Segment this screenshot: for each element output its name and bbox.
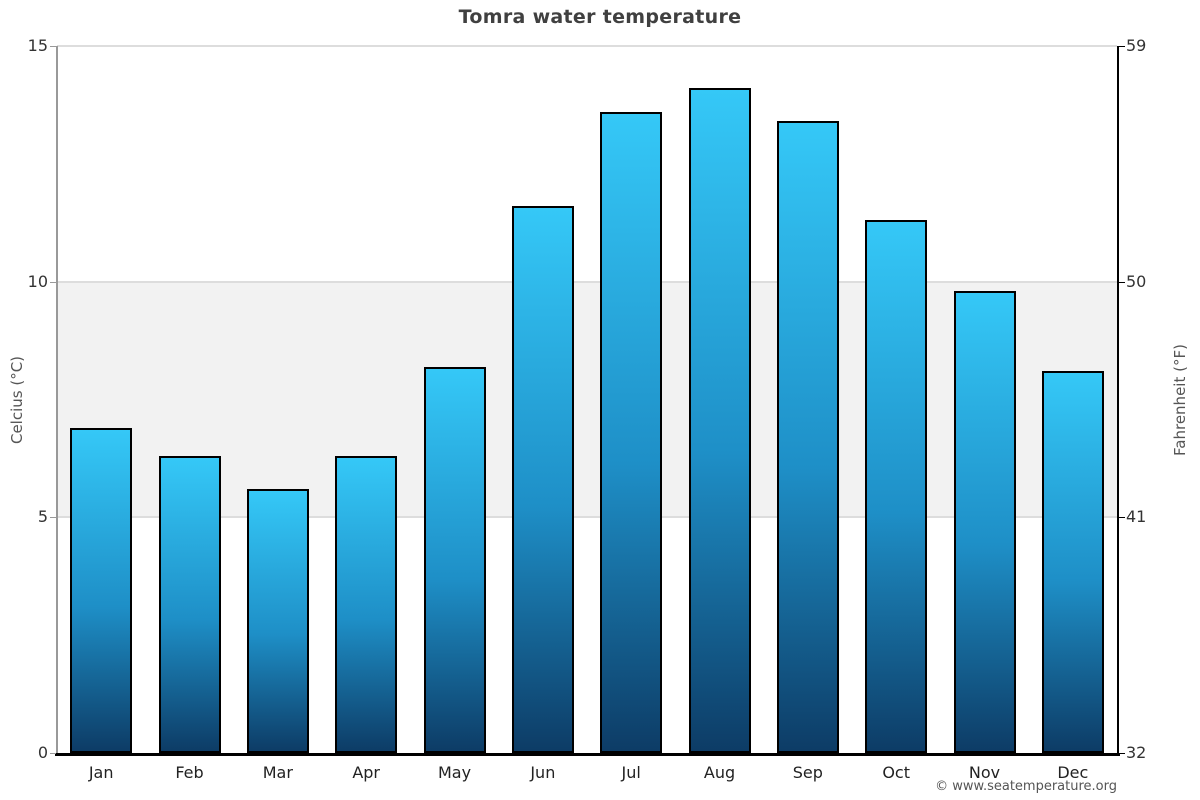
x-tick-mar: Mar: [262, 763, 293, 782]
bar-jan[interactable]: [70, 427, 133, 753]
bar-feb[interactable]: [158, 456, 221, 753]
left-tick-mark-5: [50, 517, 56, 519]
x-tick-nov: Nov: [968, 763, 1001, 782]
y-tick-left-10: 10: [27, 271, 48, 291]
x-tick-jan: Jan: [88, 763, 114, 782]
celsius-axis-title: Celcius (°C): [8, 355, 26, 445]
bar-dec[interactable]: [1041, 371, 1104, 753]
x-tick-aug: Aug: [703, 763, 736, 782]
x-tick-jul: Jul: [621, 763, 641, 782]
baseline: [55, 753, 1120, 756]
y-tick-right-41: 41: [1126, 507, 1147, 527]
right-tick-mark-50: [1119, 281, 1125, 283]
y-tick-left-5: 5: [37, 507, 48, 527]
bar-may[interactable]: [423, 366, 486, 753]
right-axis-line: [1117, 46, 1119, 756]
bar-jul[interactable]: [600, 111, 663, 753]
x-tick-oct: Oct: [882, 763, 910, 782]
x-tick-dec: Dec: [1057, 763, 1089, 782]
bar-sep[interactable]: [776, 121, 839, 753]
bar-aug[interactable]: [688, 88, 751, 753]
left-axis-line: [56, 46, 58, 753]
right-tick-mark-59: [1119, 46, 1125, 47]
bar-apr[interactable]: [335, 456, 398, 753]
gridline-15: [57, 45, 1117, 47]
plot-band: [57, 281, 1117, 518]
bar-nov[interactable]: [953, 291, 1016, 753]
y-tick-right-32: 32: [1126, 743, 1147, 762]
left-tick-mark-10: [50, 281, 56, 283]
x-tick-feb: Feb: [175, 763, 204, 782]
bar-oct[interactable]: [865, 220, 928, 753]
copyright-link[interactable]: © www.seatemperature.org: [935, 779, 1117, 794]
fahrenheit-axis-title: Fahrenheit (°F): [1171, 344, 1189, 456]
right-tick-mark-32: [1119, 753, 1125, 754]
left-tick-mark-0: [50, 753, 56, 754]
bar-mar[interactable]: [246, 489, 309, 753]
bar-jun[interactable]: [511, 206, 574, 753]
gridline-10: [57, 280, 1117, 283]
x-tick-jun: Jun: [530, 763, 556, 782]
x-tick-apr: Apr: [352, 763, 380, 782]
x-tick-sep: Sep: [792, 763, 823, 782]
y-tick-left-15: 15: [27, 36, 48, 55]
chart-title: Tomra water temperature: [458, 6, 742, 28]
y-tick-right-59: 59: [1126, 36, 1147, 55]
y-tick-left-0: 0: [37, 743, 48, 762]
left-tick-mark-15: [50, 46, 56, 47]
y-tick-right-50: 50: [1126, 271, 1147, 291]
x-tick-may: May: [437, 763, 472, 782]
gridline-5: [57, 516, 1117, 519]
right-tick-mark-41: [1119, 517, 1125, 519]
